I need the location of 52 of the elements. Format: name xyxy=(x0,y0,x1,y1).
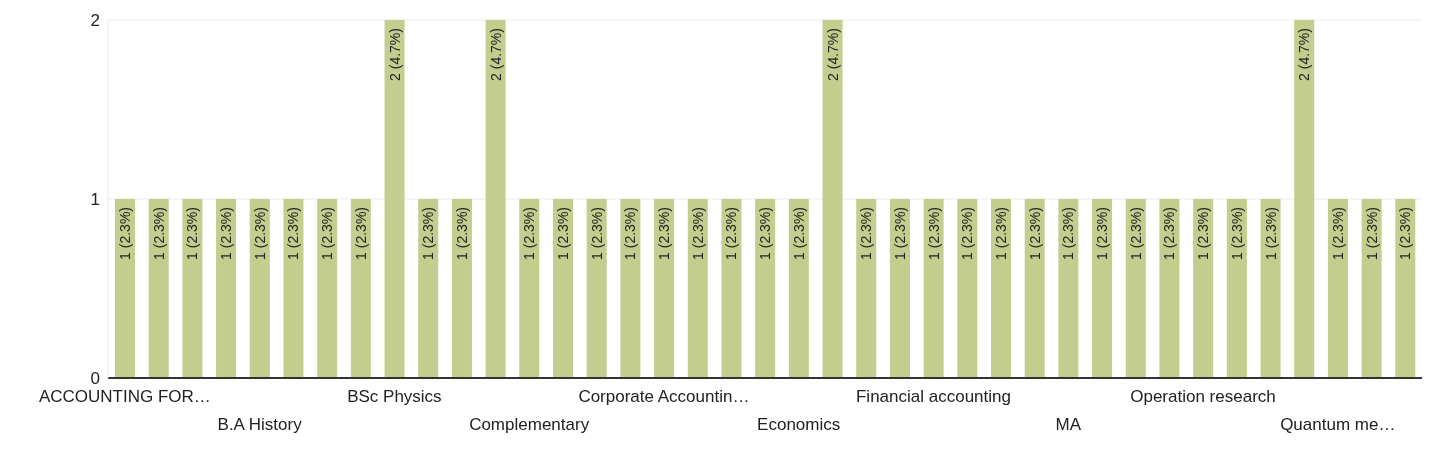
data-label: 1 (2.3%) xyxy=(1026,207,1043,260)
x-tick-label: MA xyxy=(1055,415,1082,434)
data-label: 1 (2.3%) xyxy=(218,207,235,260)
x-tick-label: BSc Physics xyxy=(347,387,442,406)
data-label: 1 (2.3%) xyxy=(689,207,706,260)
data-label: 1 (2.3%) xyxy=(790,207,807,260)
data-label: 1 (2.3%) xyxy=(925,207,942,260)
data-label: 1 (2.3%) xyxy=(251,207,268,260)
x-tick-label: Financial accounting xyxy=(855,387,1011,406)
data-label: 1 (2.3%) xyxy=(521,207,538,260)
data-label: 1 (2.3%) xyxy=(656,207,673,260)
data-label: 1 (2.3%) xyxy=(757,207,774,260)
x-tick-label: Complementary xyxy=(469,415,590,434)
x-tick-label: ACCOUNTING FOR… xyxy=(38,387,211,406)
data-label: 2 (4.7%) xyxy=(487,28,504,81)
data-label: 1 (2.3%) xyxy=(1262,207,1279,260)
data-label: 1 (2.3%) xyxy=(588,207,605,260)
data-label: 2 (4.7%) xyxy=(1296,28,1313,81)
y-tick-label: 2 xyxy=(90,11,100,31)
data-label: 1 (2.3%) xyxy=(1094,207,1111,260)
x-tick-label: Quantum me… xyxy=(1280,415,1396,434)
data-label: 1 (2.3%) xyxy=(858,207,875,260)
data-label: 1 (2.3%) xyxy=(453,207,470,260)
data-label: 1 (2.3%) xyxy=(319,207,336,260)
x-tick-label: Operation research xyxy=(1130,387,1276,406)
data-label: 1 (2.3%) xyxy=(150,207,167,260)
x-tick-label: Corporate Accountin… xyxy=(578,387,750,406)
data-label: 1 (2.3%) xyxy=(1127,207,1144,260)
data-label: 1 (2.3%) xyxy=(555,207,571,260)
data-label: 1 (2.3%) xyxy=(420,207,437,260)
data-label: 1 (2.3%) xyxy=(117,207,133,260)
data-label: 1 (2.3%) xyxy=(723,207,740,260)
data-label: 1 (2.3%) xyxy=(285,207,302,260)
data-label: 1 (2.3%) xyxy=(1228,207,1245,260)
data-label: 1 (2.3%) xyxy=(993,207,1009,260)
data-label: 1 (2.3%) xyxy=(1329,207,1346,260)
data-label: 1 (2.3%) xyxy=(1060,207,1077,260)
x-tick-label: Economics xyxy=(757,415,841,434)
data-label: 1 (2.3%) xyxy=(959,207,976,260)
data-label: 1 (2.3%) xyxy=(1397,207,1414,260)
y-tick-label: 1 xyxy=(90,190,100,210)
data-label: 1 (2.3%) xyxy=(1195,207,1212,260)
x-tick-label: B.A History xyxy=(217,415,303,434)
data-label: 2 (4.7%) xyxy=(824,28,841,81)
data-label: 1 (2.3%) xyxy=(1363,207,1380,260)
data-label: 1 (2.3%) xyxy=(184,207,201,260)
data-label: 1 (2.3%) xyxy=(622,207,639,260)
data-label: 1 (2.3%) xyxy=(352,207,369,260)
data-label: 1 (2.3%) xyxy=(891,207,908,260)
data-label: 1 (2.3%) xyxy=(1161,207,1178,260)
y-tick-label: 0 xyxy=(90,369,100,389)
data-label: 2 (4.7%) xyxy=(386,28,403,81)
